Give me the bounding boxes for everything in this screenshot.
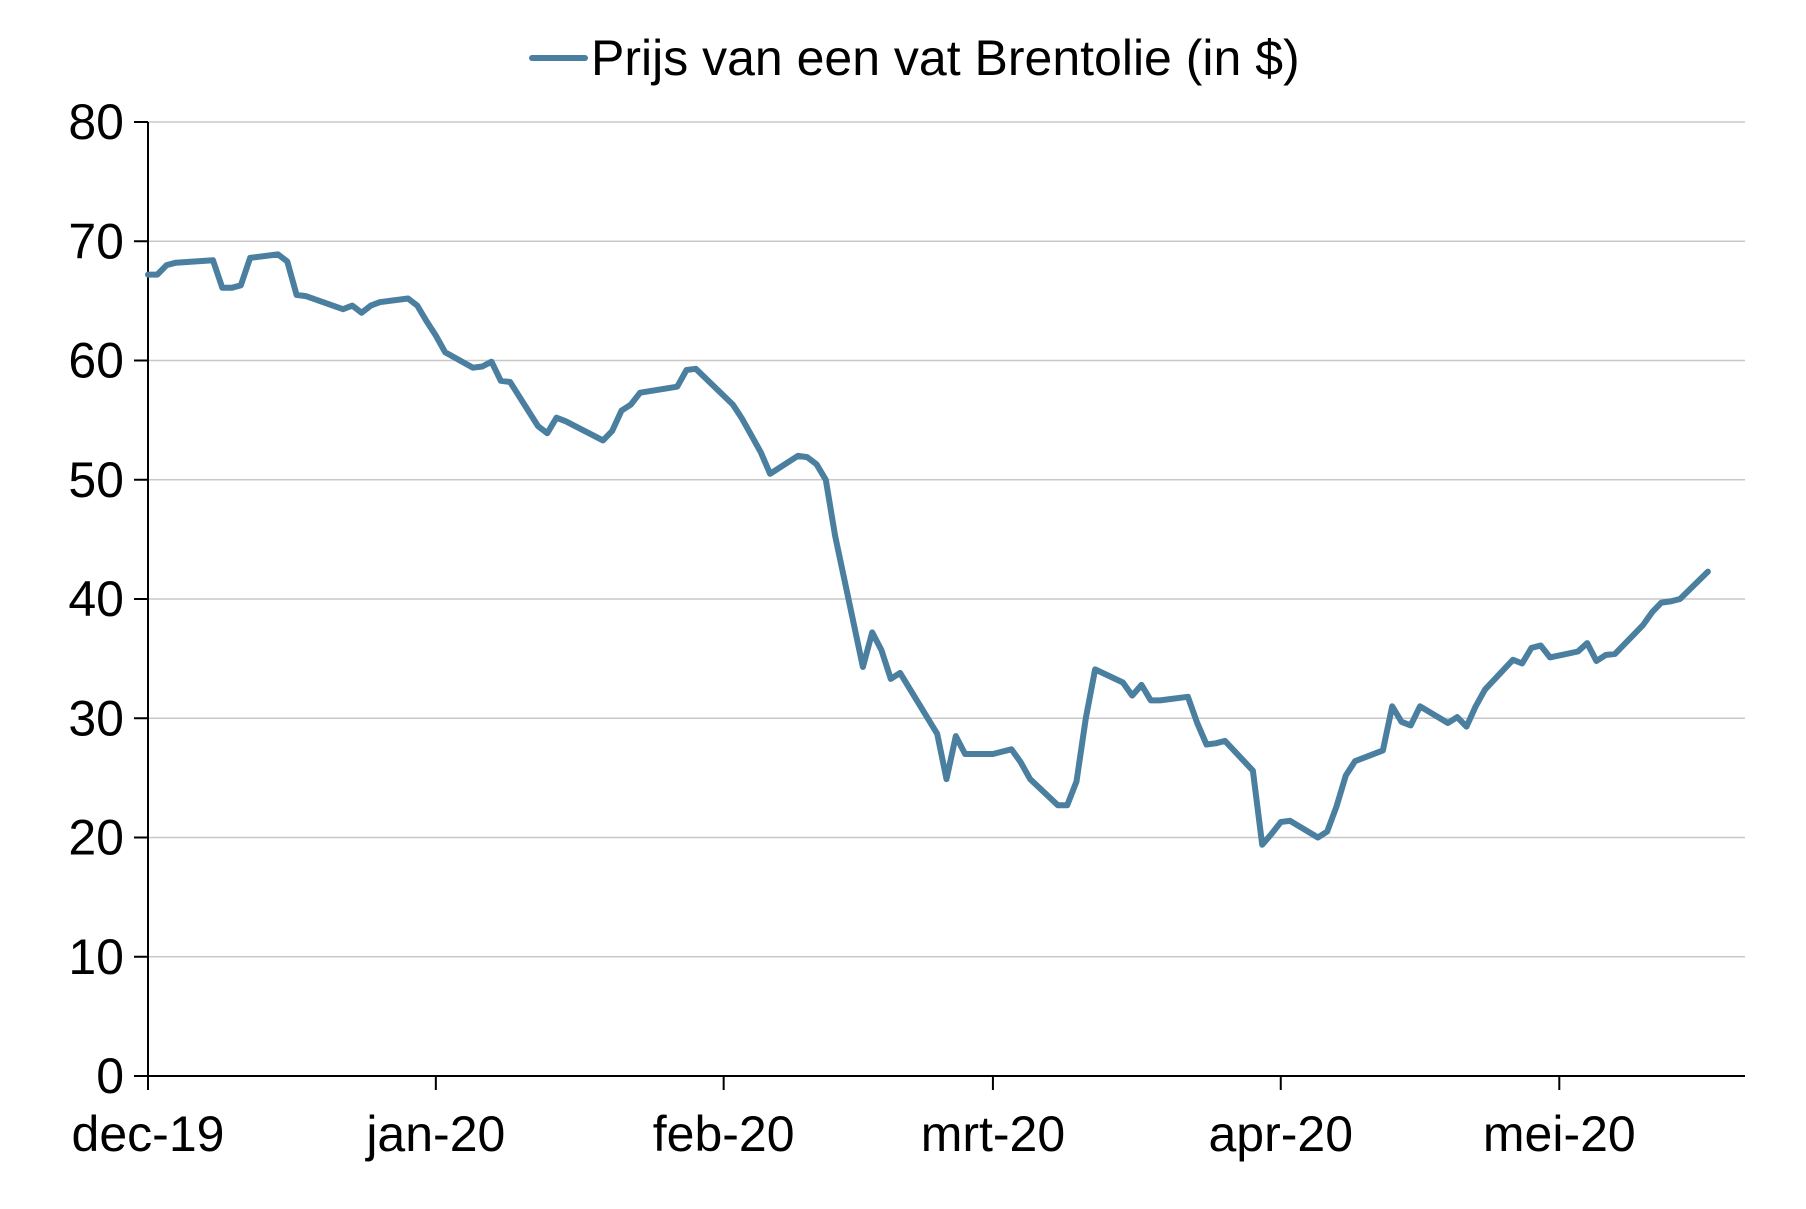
x-tick-label: mrt-20 [921,1106,1065,1162]
x-tick-label: jan-20 [364,1106,505,1162]
axes: 0 10 20 30 40 50 60 70 80 dec-19 jan-20 feb-20 mrt-2… [68,94,1745,1162]
x-tick-label: apr-20 [1208,1106,1353,1162]
series-layer [145,251,1711,848]
y-tick-label: 50 [68,452,124,508]
y-tick-label: 10 [68,929,124,985]
legend: Prijs van een vat Brentolie (in $) [529,30,1300,86]
y-tick-label: 20 [68,810,124,866]
series-line-0 [145,251,1711,848]
x-tick-label: feb-20 [653,1106,795,1162]
y-tick-label: 80 [68,94,124,150]
y-tick-label: 40 [68,571,124,627]
y-tick-label: 60 [68,333,124,389]
gridlines [148,121,1745,958]
x-tick-label: dec-19 [72,1106,225,1162]
x-tick-label: mei-20 [1483,1106,1636,1162]
y-tick-label: 0 [96,1048,124,1104]
y-tick-label: 70 [68,213,124,269]
y-tick-label: 30 [68,690,124,746]
legend-label: Prijs van een vat Brentolie (in $) [591,30,1300,86]
